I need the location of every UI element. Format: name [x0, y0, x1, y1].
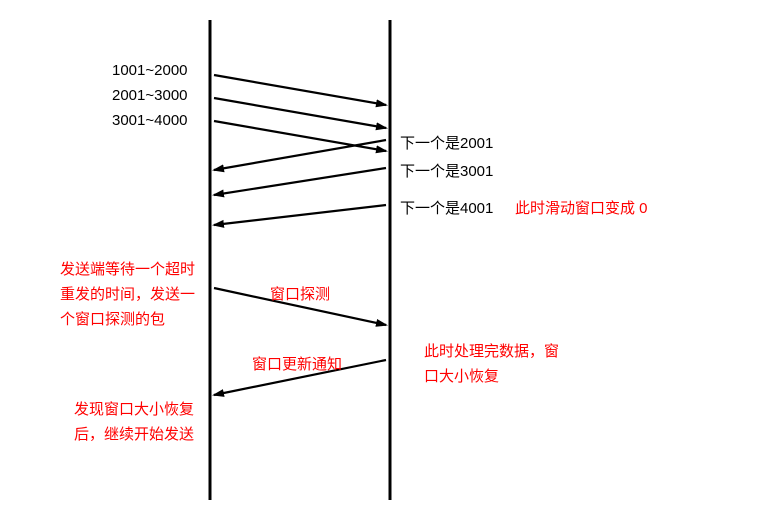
label-3: 下一个是2001	[400, 132, 493, 153]
label-5: 下一个是4001	[400, 197, 493, 218]
arrow-label-6: 窗口探测	[270, 283, 330, 304]
message-arrow-1	[214, 98, 386, 128]
message-arrow-5	[214, 205, 386, 225]
label-2: 3001~4000	[112, 112, 188, 129]
message-arrow-3	[214, 140, 386, 170]
label-1: 2001~3000	[112, 87, 188, 104]
label-11: 口大小恢复	[424, 365, 499, 386]
label-12: 发现窗口大小恢复	[74, 398, 194, 419]
label-0: 1001~2000	[112, 62, 188, 79]
label-13: 后，继续开始发送	[74, 423, 194, 444]
label-8: 重发的时间，发送一	[60, 283, 195, 304]
label-6: 此时滑动窗口变成 0	[515, 197, 648, 218]
arrow-label-7: 窗口更新通知	[252, 353, 342, 374]
label-7: 发送端等待一个超时	[60, 258, 195, 279]
label-4: 下一个是3001	[400, 160, 493, 181]
diagram-stage: 窗口探测窗口更新通知 1001~2000 2001~3000 3001~4000 下一个…	[0, 0, 762, 529]
message-arrow-4	[214, 168, 386, 195]
label-9: 个窗口探测的包	[60, 308, 165, 329]
message-arrow-2	[214, 121, 386, 151]
label-10: 此时处理完数据，窗	[424, 340, 559, 361]
message-arrow-0	[214, 75, 386, 105]
